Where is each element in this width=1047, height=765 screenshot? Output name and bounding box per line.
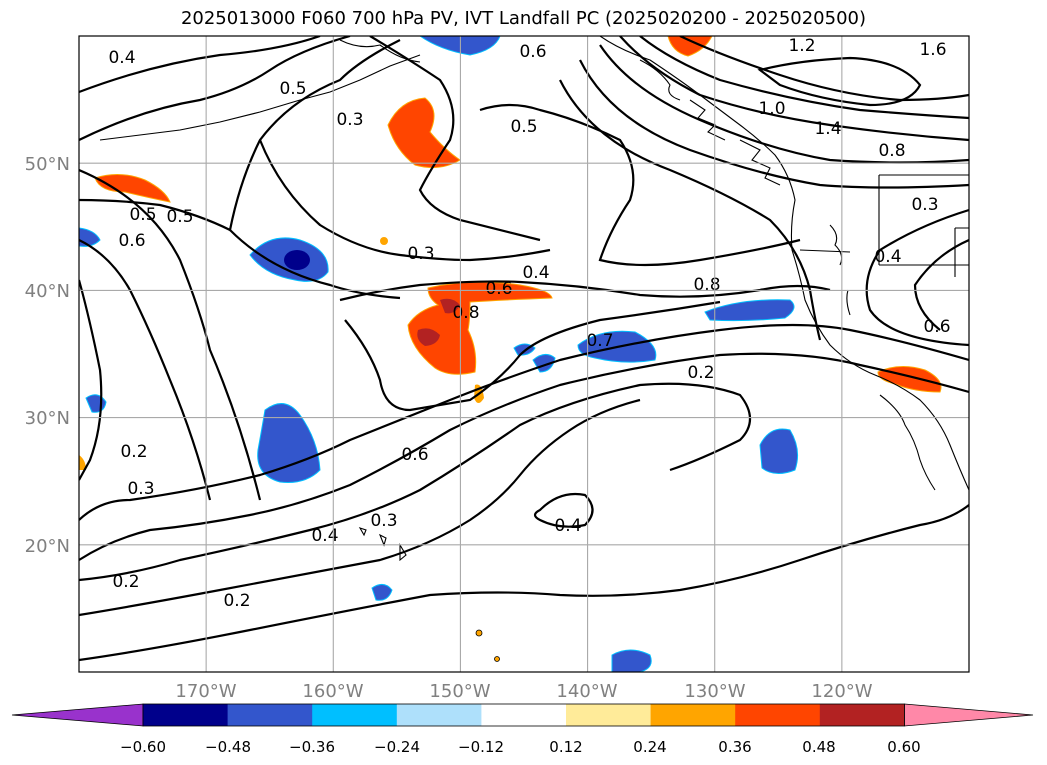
contour-label: 0.6 — [923, 317, 950, 337]
contour-label: 0.2 — [223, 591, 250, 611]
colorbar-segment — [735, 704, 821, 726]
contour-label: 0.4 — [522, 263, 549, 283]
colorbar-segment — [650, 704, 736, 726]
contour-label: 0.6 — [485, 279, 512, 299]
colorbar-label: −0.24 — [374, 738, 420, 756]
colorbar-labels: −0.60 −0.48 −0.36 −0.24 −0.12 0.12 0.24 … — [120, 738, 921, 756]
colorbar-label: 0.48 — [802, 738, 835, 756]
contour-label: 0.5 — [166, 207, 193, 227]
gridlines — [79, 36, 969, 672]
coastlines — [99, 36, 969, 562]
colorbar-segment — [396, 704, 482, 726]
colorbar-label: 0.60 — [887, 738, 920, 756]
latitude-labels: 50°N 40°N 30°N 20°N — [25, 154, 70, 557]
colorbar-label: −0.36 — [289, 738, 335, 756]
contour-label: 0.4 — [311, 526, 338, 546]
contour-label: 1.6 — [919, 40, 946, 60]
contour-label: 1.2 — [788, 36, 815, 56]
colorbar-segment — [566, 704, 652, 726]
lat-label-40n: 40°N — [25, 281, 70, 302]
contour-label: 0.3 — [336, 110, 363, 130]
map-frame — [78, 35, 970, 673]
lat-label-20n: 20°N — [25, 536, 70, 557]
lon-label-170w: 170°W — [175, 681, 236, 702]
contour-labels: 0.4 0.5 0.3 0.6 1.2 1.6 1.0 1.4 0.8 0.5 … — [108, 36, 950, 611]
contour-label: 0.8 — [878, 141, 905, 161]
contour-label: 0.4 — [554, 516, 581, 536]
contour-label: 0.8 — [452, 303, 479, 323]
colorbar-label: −0.48 — [205, 738, 251, 756]
contour-label: 0.5 — [129, 205, 156, 225]
contour-label: 0.8 — [693, 275, 720, 295]
contour-label: 0.7 — [586, 331, 613, 351]
colorbar-label: 0.36 — [718, 738, 751, 756]
colorbar-label: 0.12 — [549, 738, 582, 756]
colorbar-segment — [143, 704, 229, 726]
lat-label-30n: 30°N — [25, 408, 70, 429]
contour-label: 0.3 — [127, 479, 154, 499]
lon-label-130w: 130°W — [684, 681, 745, 702]
colorbar-extend-min — [11, 703, 144, 727]
contour-label: 0.5 — [510, 117, 537, 137]
pv-shading — [79, 36, 942, 672]
colorbar-segment — [227, 704, 313, 726]
contour-label: 0.3 — [370, 511, 397, 531]
contour-label: 1.0 — [758, 99, 785, 119]
map-content: 0.4 0.5 0.3 0.6 1.2 1.6 1.0 1.4 0.8 0.5 … — [79, 36, 969, 672]
contour-label: 0.6 — [401, 445, 428, 465]
contour-label: 0.2 — [687, 363, 714, 383]
colorbar-label: −0.60 — [120, 738, 166, 756]
contour-label: 0.3 — [407, 244, 434, 264]
lon-label-160w: 160°W — [302, 681, 363, 702]
contour-label: 0.5 — [279, 79, 306, 99]
colorbar-label: −0.12 — [458, 738, 504, 756]
colorbar-segment — [312, 704, 398, 726]
pv-contours — [79, 36, 969, 662]
lon-label-150w: 150°W — [429, 681, 490, 702]
colorbar-extend-max — [904, 703, 1034, 727]
colorbar-segment — [481, 704, 567, 726]
contour-label: 0.4 — [874, 247, 901, 267]
colorbar — [11, 703, 1034, 727]
contour-label: 0.6 — [118, 231, 145, 251]
colorbar-segment — [819, 704, 905, 726]
colorbar-frame — [142, 703, 905, 727]
contour-label: 0.6 — [519, 42, 546, 62]
contour-label: 0.2 — [112, 572, 139, 592]
longitude-labels: 170°W 160°W 150°W 140°W 130°W 120°W — [175, 681, 872, 702]
lat-label-50n: 50°N — [25, 154, 70, 175]
contour-label: 1.4 — [814, 119, 841, 139]
lon-label-120w: 120°W — [811, 681, 872, 702]
lon-label-140w: 140°W — [556, 681, 617, 702]
map-title: 2025013000 F060 700 hPa PV, IVT Landfall… — [180, 8, 867, 29]
colorbar-label: 0.24 — [633, 738, 666, 756]
contour-label: 0.3 — [911, 195, 938, 215]
contour-label: 0.2 — [120, 442, 147, 462]
contour-label: 0.4 — [108, 48, 135, 68]
